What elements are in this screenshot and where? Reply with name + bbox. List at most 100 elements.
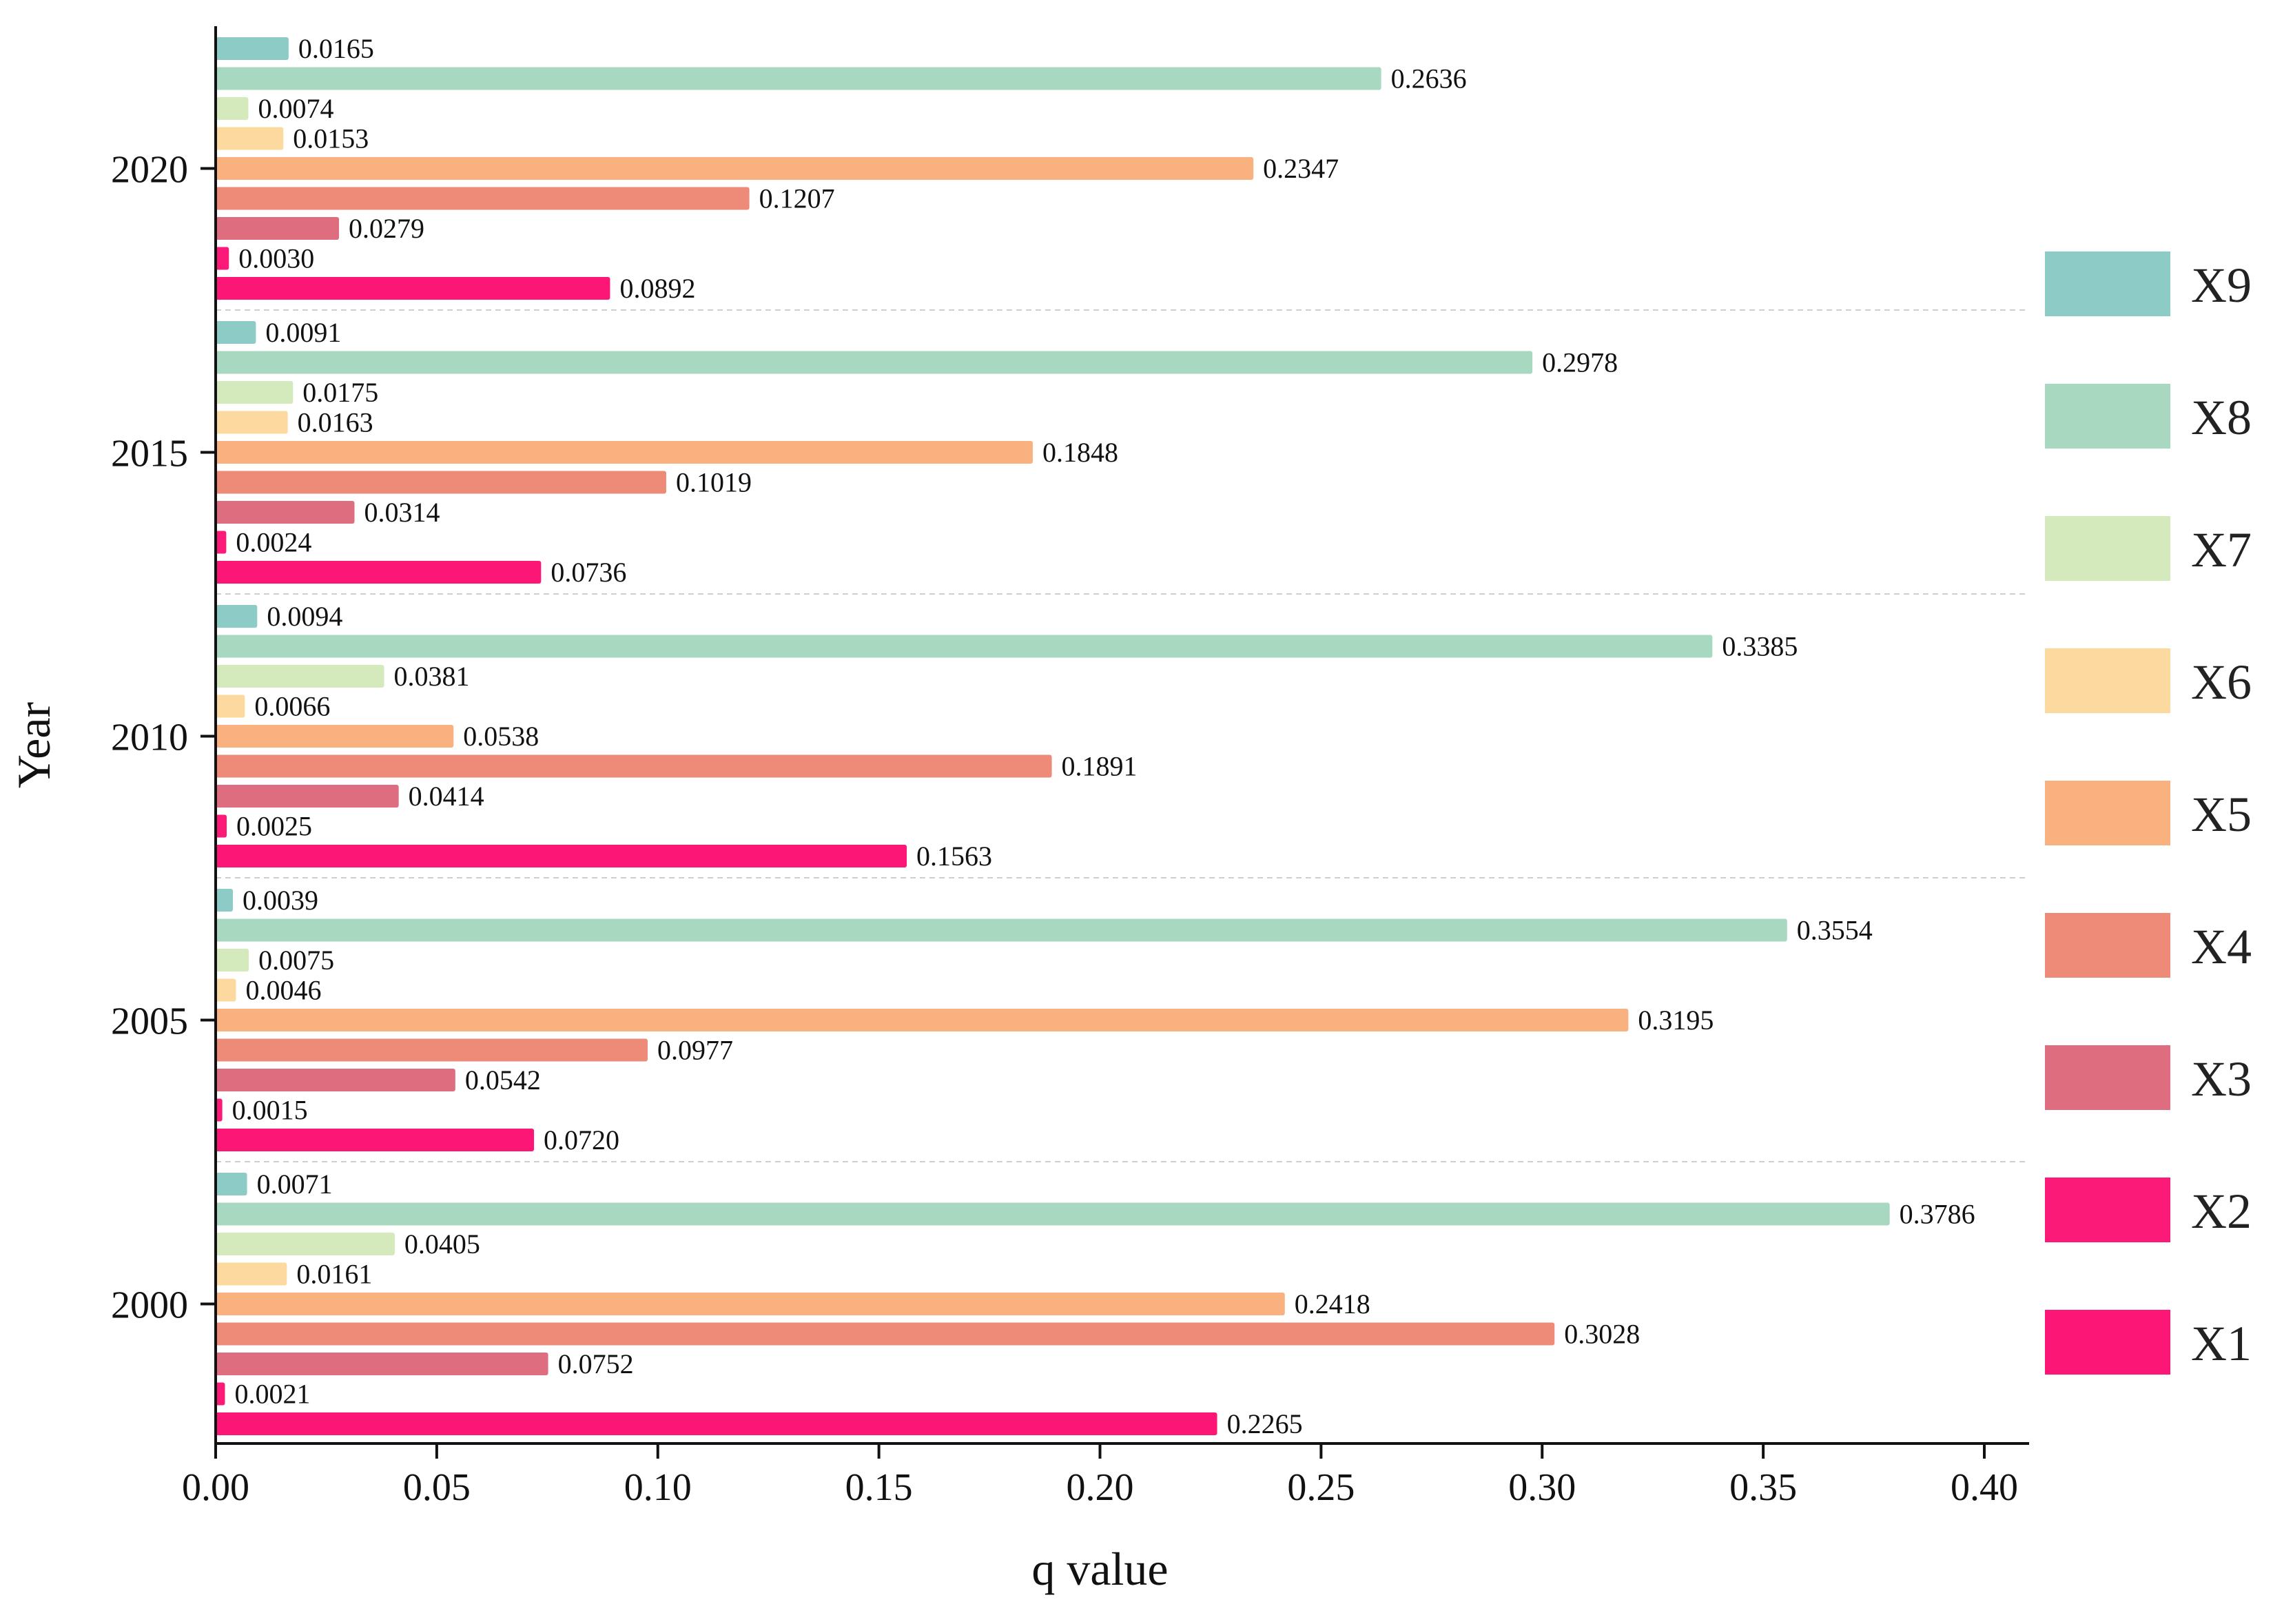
bar-x7-2005 bbox=[216, 949, 249, 972]
bar-x6-2010 bbox=[216, 695, 245, 718]
data-label-x9-2000: 0.0071 bbox=[257, 1169, 333, 1200]
data-label-x1-2010: 0.1563 bbox=[916, 841, 992, 872]
bar-x5-2020 bbox=[216, 157, 1254, 180]
data-label-x6-2000: 0.0161 bbox=[296, 1259, 372, 1290]
bar-x2-2015 bbox=[216, 531, 227, 554]
data-label-x4-2015: 0.1019 bbox=[676, 467, 752, 498]
data-label-x6-2020: 0.0153 bbox=[293, 123, 369, 154]
y-tick-label: 2000 bbox=[111, 1284, 188, 1327]
data-label-x9-2020: 0.0165 bbox=[298, 33, 374, 64]
bar-x2-2010 bbox=[216, 814, 227, 838]
bar-x8-2015 bbox=[216, 351, 1533, 374]
data-label-x6-2010: 0.0066 bbox=[254, 691, 330, 722]
bar-x8-2010 bbox=[216, 635, 1713, 658]
bar-x1-2020 bbox=[216, 277, 610, 300]
data-label-x8-2000: 0.3786 bbox=[1900, 1199, 1975, 1230]
bar-x3-2010 bbox=[216, 785, 399, 808]
data-label-x5-2020: 0.2347 bbox=[1263, 153, 1339, 184]
legend-label-x2: X2 bbox=[2191, 1184, 2252, 1239]
bar-x6-2020 bbox=[216, 127, 284, 150]
data-label-x3-2005: 0.0542 bbox=[465, 1065, 541, 1096]
bar-x9-2010 bbox=[216, 605, 258, 628]
data-label-x8-2015: 0.2978 bbox=[1542, 347, 1618, 378]
data-label-x6-2005: 0.0046 bbox=[246, 975, 322, 1006]
bar-x7-2000 bbox=[216, 1233, 395, 1255]
x-tick-label: 0.40 bbox=[1951, 1466, 2018, 1509]
bar-x5-2000 bbox=[216, 1293, 1285, 1315]
legend-label-x9: X9 bbox=[2191, 258, 2252, 313]
data-label-x6-2015: 0.0163 bbox=[298, 407, 373, 438]
y-tick-label: 2005 bbox=[111, 1000, 188, 1043]
data-label-x4-2005: 0.0977 bbox=[657, 1035, 733, 1066]
data-label-x8-2005: 0.3554 bbox=[1797, 915, 1873, 946]
data-label-x4-2020: 0.1207 bbox=[759, 183, 835, 214]
bar-x4-2015 bbox=[216, 471, 666, 494]
data-label-x3-2015: 0.0314 bbox=[364, 497, 440, 528]
data-label-x7-2000: 0.0405 bbox=[404, 1229, 480, 1260]
legend-swatch-x1 bbox=[2045, 1310, 2170, 1375]
legend-label-x3: X3 bbox=[2191, 1051, 2252, 1107]
x-tick-label: 0.30 bbox=[1508, 1466, 1576, 1509]
legend-label-x5: X5 bbox=[2191, 787, 2252, 842]
data-label-x3-2000: 0.0752 bbox=[558, 1348, 634, 1379]
data-label-x2-2000: 0.0021 bbox=[234, 1379, 310, 1410]
x-tick-label: 0.00 bbox=[182, 1466, 249, 1509]
y-tick-label: 2020 bbox=[111, 149, 188, 192]
x-tick-label: 0.25 bbox=[1287, 1466, 1355, 1509]
data-label-x4-2010: 0.1891 bbox=[1062, 751, 1138, 782]
data-label-x8-2020: 0.2636 bbox=[1391, 63, 1467, 94]
legend-swatch-x8 bbox=[2045, 384, 2170, 449]
data-label-x3-2010: 0.0414 bbox=[409, 781, 484, 812]
bar-x7-2020 bbox=[216, 97, 249, 120]
bar-x9-2020 bbox=[216, 37, 289, 60]
legend-label-x7: X7 bbox=[2191, 522, 2252, 577]
data-label-x8-2010: 0.3385 bbox=[1722, 631, 1798, 662]
data-label-x7-2015: 0.0175 bbox=[302, 377, 378, 408]
bar-x1-2010 bbox=[216, 845, 907, 867]
data-label-x4-2000: 0.3028 bbox=[1564, 1319, 1640, 1350]
data-label-x5-2010: 0.0538 bbox=[463, 721, 539, 752]
legend: X9 X8 X7 X6 X5 X4 X3 X2 X1 bbox=[2045, 251, 2252, 1375]
bar-x3-2005 bbox=[216, 1069, 455, 1091]
bar-x3-2015 bbox=[216, 501, 355, 524]
y-tick-label: 2010 bbox=[111, 717, 188, 759]
bar-x6-2005 bbox=[216, 978, 236, 1002]
data-label-x2-2005: 0.0015 bbox=[232, 1095, 308, 1126]
data-label-x7-2010: 0.0381 bbox=[394, 661, 470, 692]
legend-label-x4: X4 bbox=[2191, 919, 2252, 974]
data-label-x7-2020: 0.0074 bbox=[258, 93, 333, 124]
x-axis-title: q value bbox=[1031, 1543, 1168, 1595]
data-label-x5-2015: 0.1848 bbox=[1042, 437, 1118, 468]
bar-x5-2005 bbox=[216, 1009, 1629, 1031]
legend-label-x8: X8 bbox=[2191, 390, 2252, 445]
data-label-x1-2015: 0.0736 bbox=[551, 557, 626, 588]
x-tick-label: 0.35 bbox=[1729, 1466, 1797, 1509]
data-label-x5-2005: 0.3195 bbox=[1638, 1005, 1714, 1036]
legend-swatch-x5 bbox=[2045, 781, 2170, 845]
bar-x4-2000 bbox=[216, 1322, 1555, 1346]
bar-x2-2005 bbox=[216, 1098, 223, 1122]
legend-swatch-x3 bbox=[2045, 1045, 2170, 1110]
bar-x2-2020 bbox=[216, 247, 229, 270]
data-label-x1-2005: 0.0720 bbox=[544, 1124, 619, 1155]
data-label-x3-2020: 0.0279 bbox=[349, 213, 424, 244]
bar-x3-2000 bbox=[216, 1353, 548, 1375]
x-tick-label: 0.05 bbox=[403, 1466, 471, 1509]
x-tick-label: 0.20 bbox=[1067, 1466, 1134, 1509]
bar-x8-2020 bbox=[216, 67, 1381, 90]
legend-swatch-x9 bbox=[2045, 251, 2170, 316]
legend-swatch-x2 bbox=[2045, 1178, 2170, 1242]
bar-x8-2000 bbox=[216, 1202, 1890, 1226]
legend-swatch-x4 bbox=[2045, 913, 2170, 978]
bar-x4-2010 bbox=[216, 754, 1052, 778]
data-label-x1-2000: 0.2265 bbox=[1227, 1408, 1303, 1439]
bar-x7-2010 bbox=[216, 665, 384, 688]
bar-x8-2005 bbox=[216, 918, 1787, 942]
y-axis-title: Year bbox=[8, 701, 60, 788]
x-tick-label: 0.10 bbox=[624, 1466, 692, 1509]
bar-x9-2005 bbox=[216, 889, 234, 912]
bar-x5-2015 bbox=[216, 441, 1033, 464]
